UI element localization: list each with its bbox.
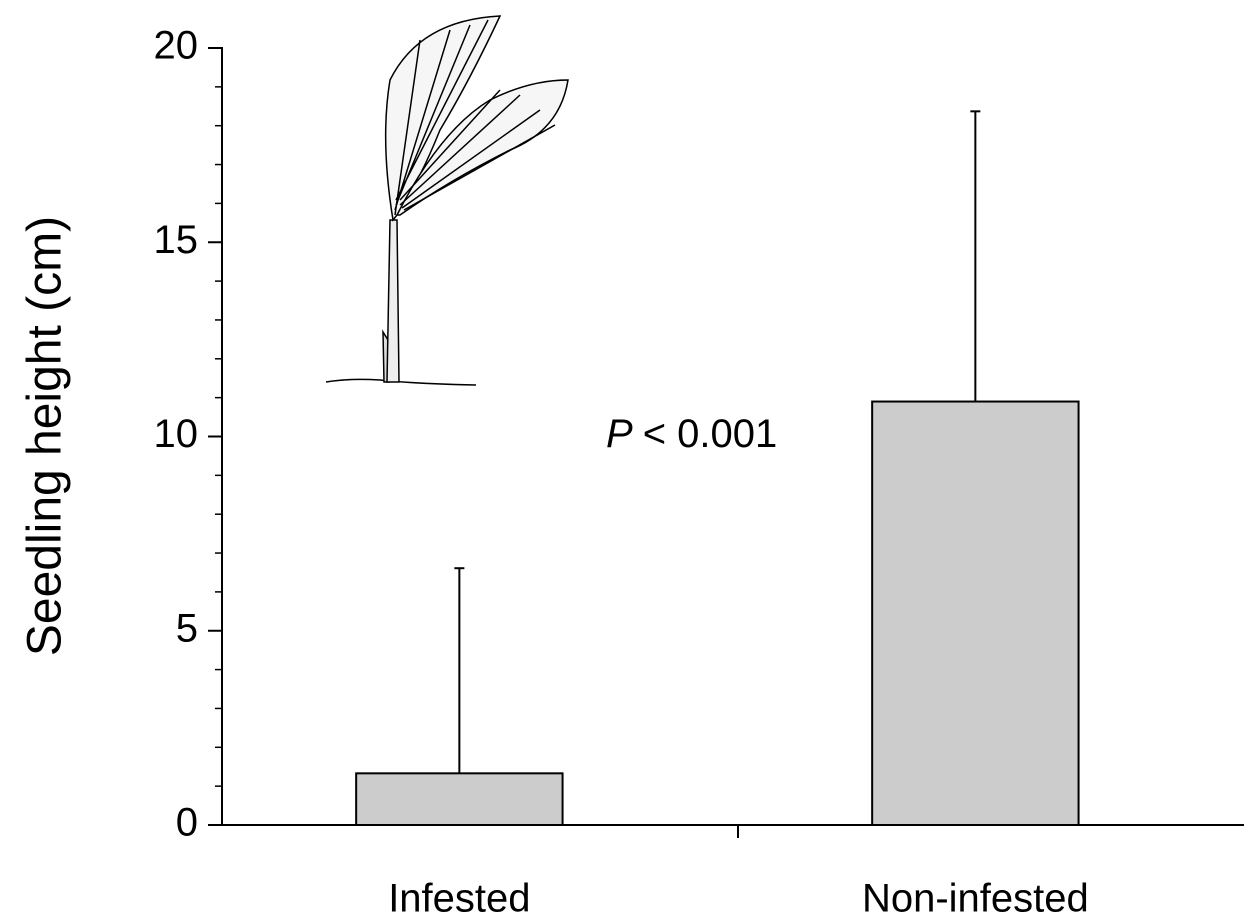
seedling-illustration: [325, 15, 569, 386]
y-tick-label: 5: [176, 606, 198, 650]
y-tick-label: 10: [154, 412, 199, 456]
x-tick-label: Infested: [388, 877, 530, 920]
x-tick-label: Non-infested: [862, 877, 1089, 920]
annotation-text: < 0.001: [643, 412, 778, 456]
bar: [355, 772, 564, 827]
y-tick-label: 20: [154, 24, 199, 68]
annotation: P < 0.001: [606, 412, 777, 456]
annotation-variable: P: [606, 412, 633, 456]
y-tick-label: 0: [176, 801, 198, 845]
y-axis-title: Seedling height (cm): [19, 216, 72, 656]
y-tick-label: 15: [154, 218, 199, 262]
bar: [871, 400, 1080, 826]
